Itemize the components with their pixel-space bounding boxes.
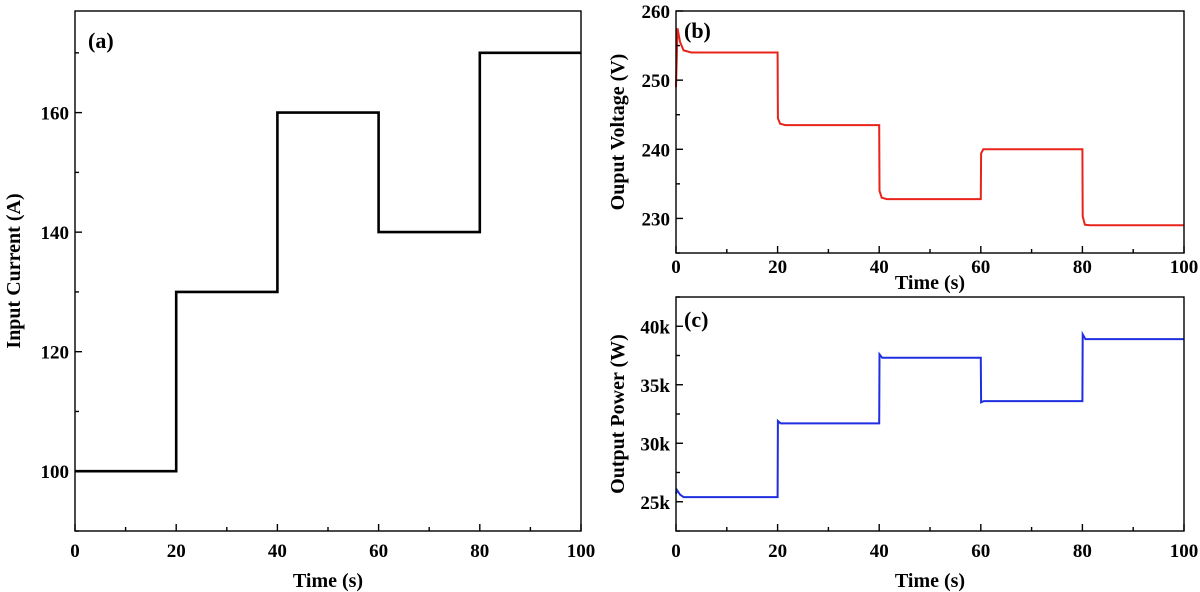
x-tick-label-b: 40 bbox=[870, 257, 889, 278]
series-line-a-0 bbox=[75, 51, 581, 473]
y-tick-label-c: 30k bbox=[640, 434, 670, 455]
x-tick-label-a: 80 bbox=[470, 541, 489, 562]
x-tick-label-c: 60 bbox=[971, 541, 990, 562]
y-tick-label-b: 230 bbox=[642, 209, 671, 230]
x-tick-label-c: 20 bbox=[768, 541, 787, 562]
x-tick-label-c: 100 bbox=[1170, 541, 1199, 562]
x-tick-label-c: 0 bbox=[671, 541, 681, 562]
plot-frame-b bbox=[675, 10, 1185, 254]
y-tick-label-a: 120 bbox=[41, 343, 70, 364]
x-tick-label-c: 80 bbox=[1073, 541, 1092, 562]
x-tick-label-b: 80 bbox=[1073, 257, 1092, 278]
x-axis-title-b: Time (s) bbox=[895, 272, 965, 294]
x-axis-title-a: Time (s) bbox=[293, 570, 363, 592]
series-line-c-0 bbox=[675, 330, 1184, 499]
y-axis-title-b: Ouput Voltage (V) bbox=[607, 54, 629, 211]
y-axis-title-a: Input Current (A) bbox=[3, 193, 25, 348]
x-tick-label-a: 20 bbox=[167, 541, 186, 562]
plot-frame-c bbox=[675, 296, 1185, 532]
y-tick-label-c: 25k bbox=[640, 493, 670, 514]
panel-label-c: (c) bbox=[684, 307, 708, 332]
x-tick-label-b: 100 bbox=[1170, 257, 1199, 278]
y-tick-label-b: 260 bbox=[642, 2, 671, 23]
y-tick-label-a: 140 bbox=[41, 223, 70, 244]
y-tick-label-c: 40k bbox=[640, 317, 670, 338]
x-tick-label-a: 40 bbox=[268, 541, 287, 562]
panel-c-output-power-chart: 0 20 40 60 80 100 25k 30k 35k 40k Time (s) Output P… bbox=[607, 296, 1199, 592]
y-tick-label-b: 240 bbox=[642, 140, 671, 161]
panel-label-a: (a) bbox=[88, 28, 114, 53]
panel-a-input-current-chart: 0 20 40 60 80 100 100 120 140 160 Time (s) Input Cu… bbox=[3, 10, 596, 592]
x-axis-title-c: Time (s) bbox=[895, 570, 965, 592]
y-tick-label-a: 160 bbox=[41, 104, 70, 125]
x-tick-label-a: 0 bbox=[70, 541, 80, 562]
panel-label-b: (b) bbox=[684, 18, 711, 43]
x-tick-label-b: 0 bbox=[671, 257, 681, 278]
plot-frame-a bbox=[74, 10, 582, 532]
x-tick-label-b: 20 bbox=[768, 257, 787, 278]
x-tick-label-a: 100 bbox=[567, 541, 596, 562]
y-tick-label-a: 100 bbox=[41, 462, 70, 483]
x-tick-label-b: 60 bbox=[971, 257, 990, 278]
panel-b-output-voltage-chart: 0 20 40 60 80 100 230 240 250 260 Time (s) Ouput Vo… bbox=[607, 2, 1198, 294]
y-axis-title-c: Output Power (W) bbox=[607, 334, 629, 494]
y-tick-label-c: 35k bbox=[640, 376, 670, 397]
x-tick-label-c: 40 bbox=[870, 541, 889, 562]
series-line-b-0 bbox=[675, 28, 1184, 227]
x-tick-label-a: 60 bbox=[369, 541, 388, 562]
y-tick-label-b: 250 bbox=[642, 71, 671, 92]
